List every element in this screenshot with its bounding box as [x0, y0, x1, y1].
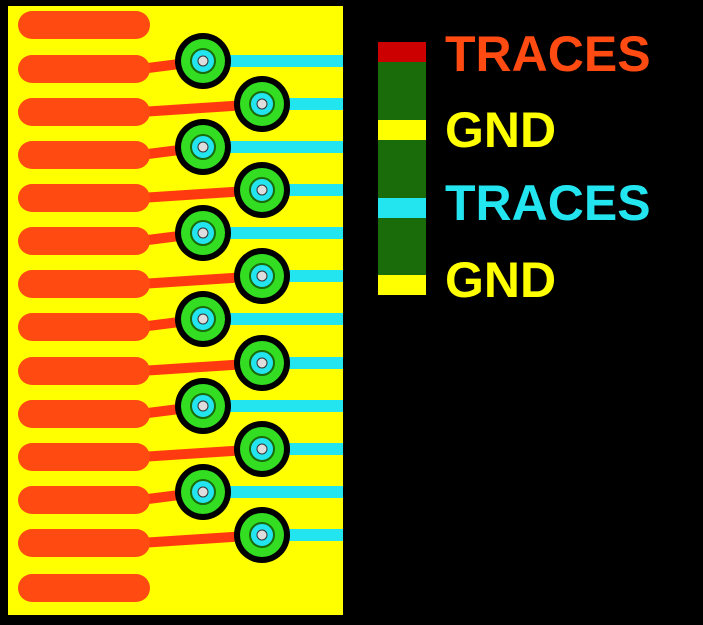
via-drill [256, 529, 268, 541]
via-drill [197, 55, 209, 67]
pcb-artwork [18, 11, 343, 602]
layer-dielectric [378, 218, 426, 275]
layer-gnd [378, 120, 426, 140]
via-drill [256, 98, 268, 110]
via-drill [197, 227, 209, 239]
layer-traces-inner [378, 198, 426, 218]
pad [18, 529, 150, 557]
pad [18, 141, 150, 169]
pad [18, 313, 150, 341]
layer-label: TRACES [445, 175, 651, 231]
via-drill [256, 357, 268, 369]
layer-gnd [378, 275, 426, 295]
via-drill [256, 443, 268, 455]
pad [18, 486, 150, 514]
pad [18, 270, 150, 298]
via-drill [197, 313, 209, 325]
pad [18, 55, 150, 83]
pad [18, 443, 150, 471]
layer-traces-top [378, 42, 426, 62]
via-drill [197, 141, 209, 153]
layer-dielectric [378, 62, 426, 120]
board [8, 6, 343, 615]
layer-label: GND [445, 102, 556, 158]
via-drill [197, 486, 209, 498]
via-drill [197, 400, 209, 412]
pad [18, 227, 150, 255]
via-drill [256, 184, 268, 196]
pad [18, 400, 150, 428]
layer-label: GND [445, 252, 556, 308]
layer-stack [378, 42, 426, 295]
layer-dielectric [378, 140, 426, 198]
layer-label: TRACES [445, 26, 651, 82]
pad [18, 184, 150, 212]
pad [18, 98, 150, 126]
pad [18, 11, 150, 39]
via-drill [256, 270, 268, 282]
pad [18, 357, 150, 385]
pad [18, 574, 150, 602]
